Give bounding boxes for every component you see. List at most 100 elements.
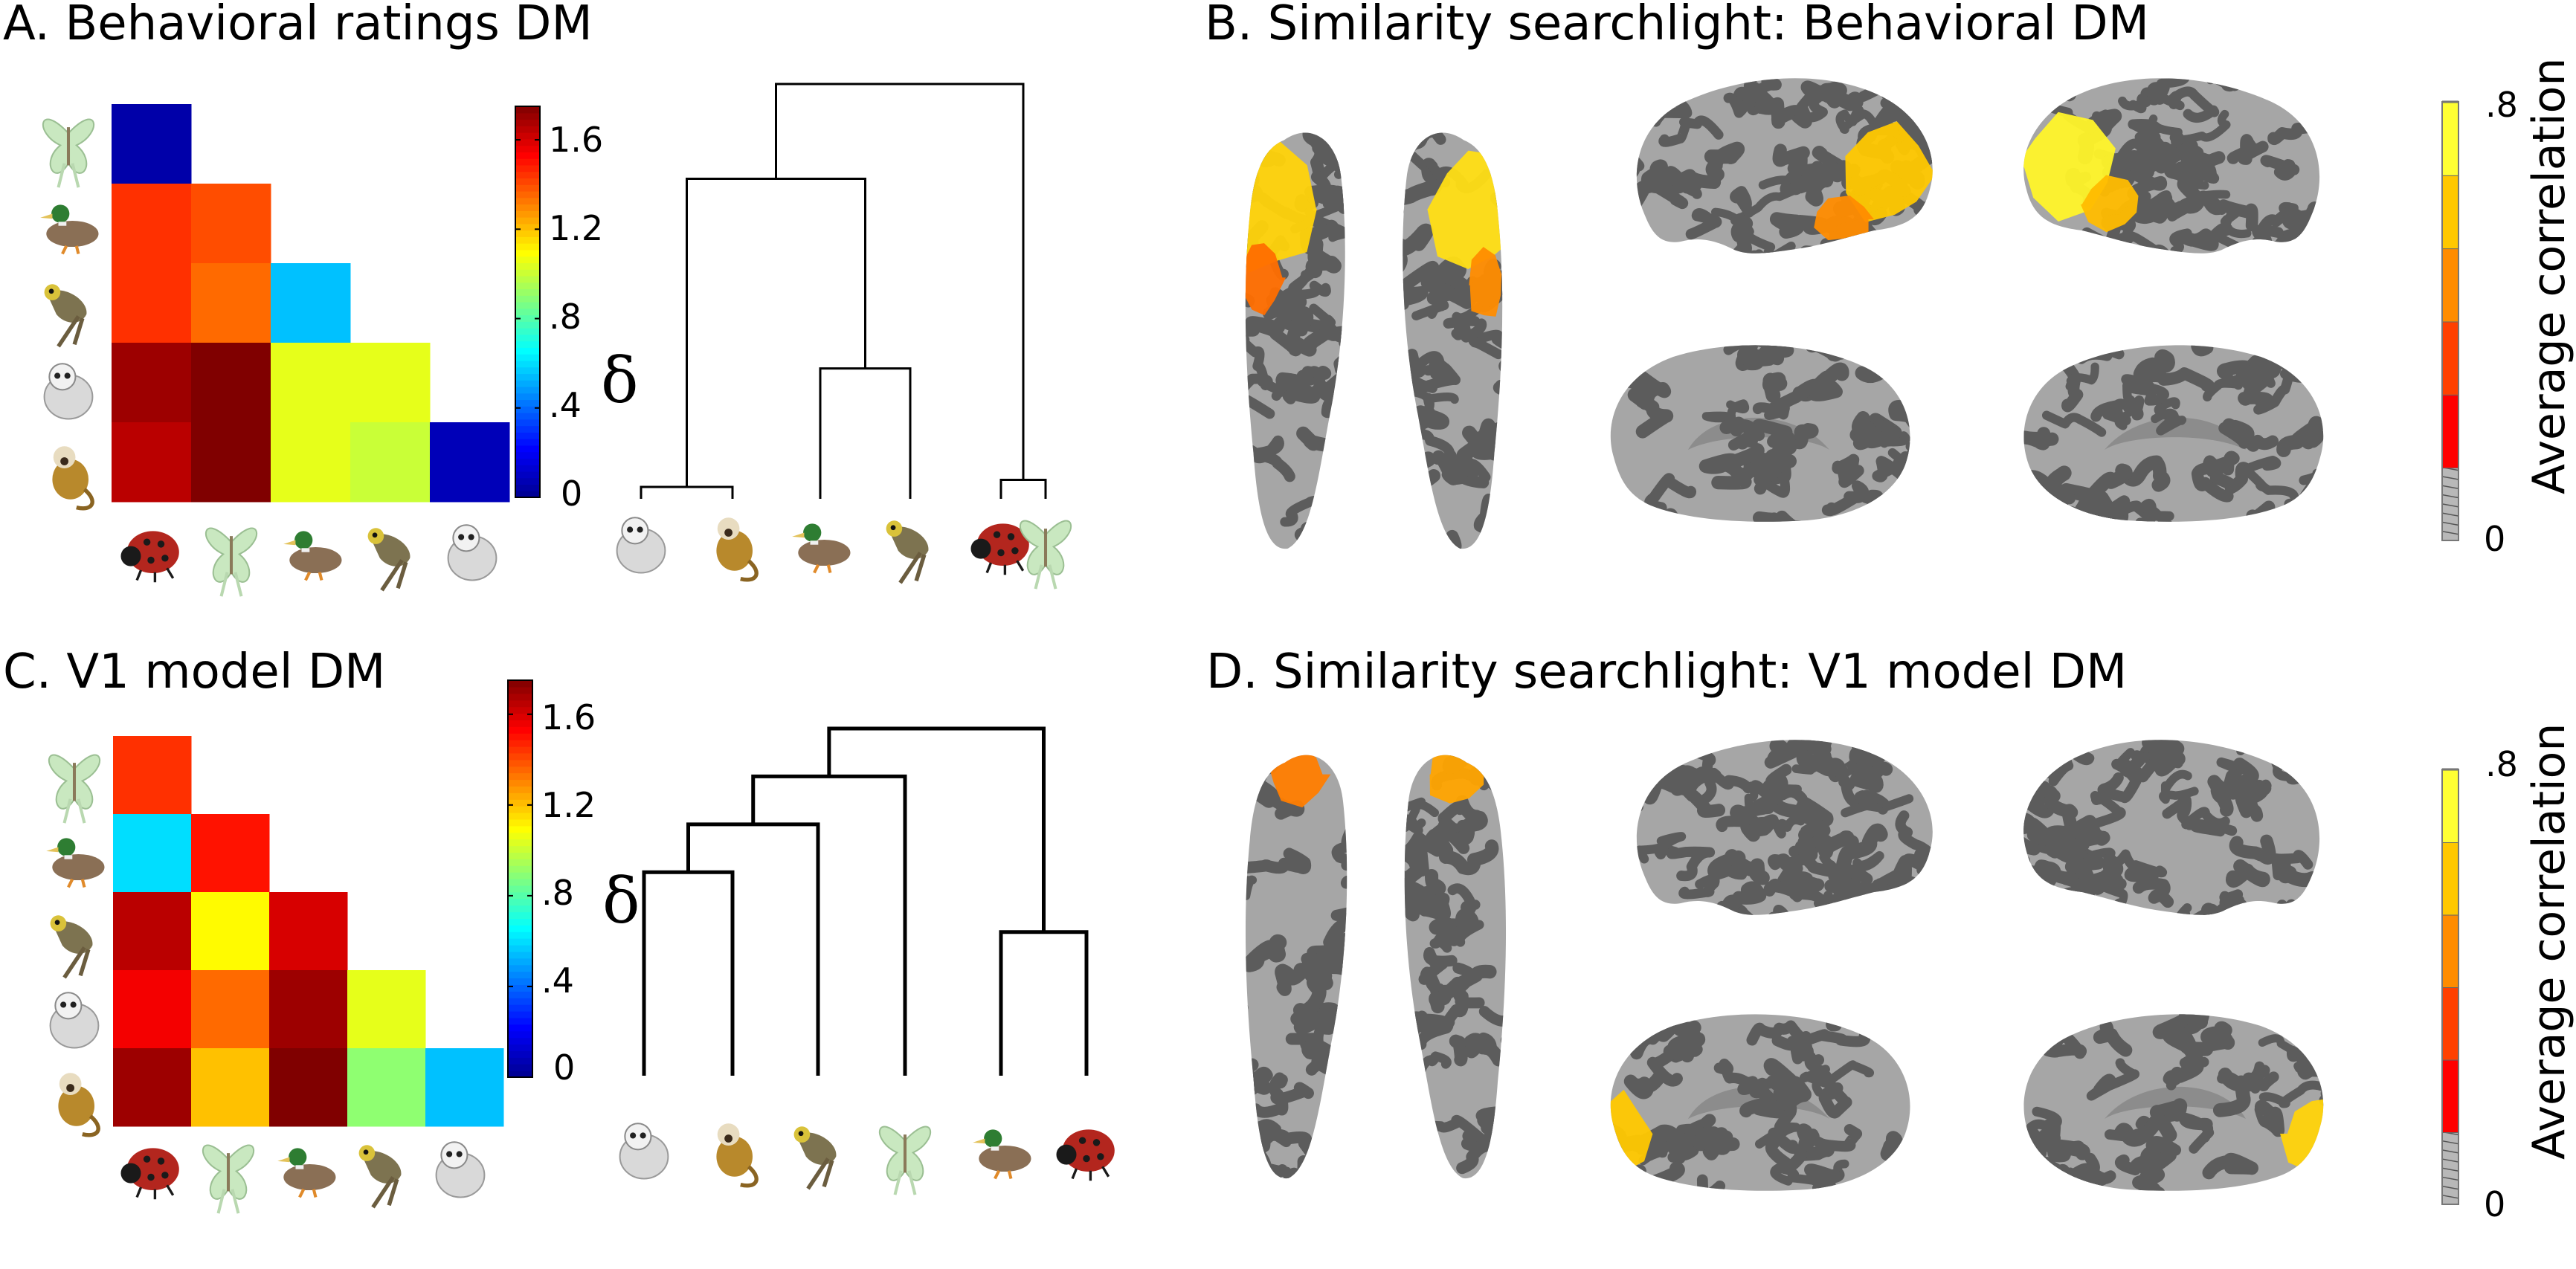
cbar-c-gradient-slice <box>508 925 532 932</box>
warbler-eye <box>54 920 60 926</box>
cbar-a-gradient-slice <box>515 256 540 263</box>
b-medial-left-sulcus-37 <box>1752 402 1790 421</box>
b-lateral-left-sulcus-26 <box>1817 82 1864 112</box>
d-ventral-right-sulcus-34 <box>1404 877 1429 916</box>
cbar-a-gradient-slice <box>515 360 540 368</box>
cbar-d-band-4 <box>2442 842 2459 915</box>
warbler-eye <box>363 1149 369 1155</box>
dendro-c-leaf-ladybug-icon <box>1056 1129 1115 1181</box>
duck-head <box>51 204 70 223</box>
cbar-a-gradient-slice <box>515 230 540 237</box>
ladybug-spot-3 <box>1097 1153 1104 1160</box>
duck-bill <box>792 532 805 538</box>
cbar-c-gradient-slice <box>508 740 532 747</box>
d-ventral-left-sulcus-26 <box>1275 952 1333 996</box>
d-lateral-left-sulcus-14 <box>1707 849 1770 885</box>
cbar-c-gradient-slice <box>508 945 532 952</box>
b-lateral-right-sulcus-47 <box>2101 139 2198 172</box>
cbar-c-gradient-slice <box>508 911 532 919</box>
b-medial-left-sulcus-30 <box>1750 453 1797 483</box>
matrix-c-col-ladybug-icon <box>120 1148 179 1200</box>
duck-body <box>979 1145 1031 1172</box>
cbar-c-gradient-slice <box>508 1071 532 1078</box>
d-lateral-left-sulcus-26 <box>1716 859 1748 880</box>
duck-neck-ring <box>64 855 73 859</box>
b-medial-left-sulcus-31 <box>1752 510 1806 522</box>
panel-a-delta-label: δ <box>601 344 639 417</box>
ladybug-spot-3 <box>161 1172 169 1179</box>
cbar-c-gradient-slice <box>508 958 532 966</box>
duck-bill <box>283 540 296 546</box>
duck-neck-ring <box>58 222 67 226</box>
d-lateral-left-sulcus-11 <box>1895 810 1933 863</box>
monkey-tail <box>82 1114 100 1137</box>
cbar-a-gradient-slice <box>515 471 540 479</box>
warbler-eye <box>890 525 896 531</box>
cbar-a-gradient-slice <box>515 386 540 394</box>
d-ventral-left-sulcus-13 <box>1331 824 1347 871</box>
matrix-a-cell-r4-c2 <box>271 422 351 503</box>
cbar-c-gradient-slice <box>508 1030 532 1039</box>
duck-bill <box>973 1138 985 1144</box>
d-ventral-right-sulcus-39 <box>1442 986 1485 1029</box>
d-medial-left-sulcus-19 <box>1790 1029 1870 1065</box>
d-medial-right-cluster <box>2280 1097 2324 1172</box>
matrix-c-cell-r3-c3 <box>347 970 426 1049</box>
d-ventral-right-sulcus-37 <box>1429 920 1484 953</box>
ladybug-spot-0 <box>143 1155 151 1163</box>
d-ventral-left-sulcus-28 <box>1250 777 1304 820</box>
b-medial-right-sulcus-23 <box>2139 499 2195 522</box>
duck-neck-ring <box>295 1165 304 1169</box>
cbar-c-gradient-slice <box>508 1017 532 1025</box>
b-lateral-left-sulcus-48 <box>1801 161 1839 207</box>
b-lateral-right-sulcus-59 <box>2168 161 2220 184</box>
cbar-d-hatch-2 <box>2441 1149 2459 1154</box>
d-lateral-right-sulcus-56 <box>2023 812 2041 856</box>
ladybug-shell <box>126 1148 179 1191</box>
d-lateral-right-sulcus-35 <box>2090 791 2126 828</box>
d-ventral-left-sulcus-3 <box>1293 1002 1347 1035</box>
duck-body <box>798 539 851 566</box>
d-lateral-right-sulcus-57 <box>2124 866 2174 908</box>
cbar-c-gradient-slice <box>508 872 532 879</box>
moth-tails <box>1034 564 1057 590</box>
d-medial-right-sulcus-26 <box>2132 1166 2165 1191</box>
d-lateral-left-sulcus-12 <box>1716 900 1800 915</box>
monkey-muzzle <box>724 1134 732 1143</box>
dendro-a-leaf-ladybug-icon <box>970 523 1029 575</box>
b-ventral-right-sulcus-29 <box>1411 297 1449 320</box>
cbar-c-gradient-slice <box>508 879 532 886</box>
d-lateral-left-sulcus-53 <box>1769 740 1817 758</box>
d-ventral-left-sulcus-22 <box>1301 1025 1344 1061</box>
d-ventral-left-sulcus-39 <box>1282 1167 1318 1179</box>
cbar-b-zero-band <box>2442 467 2459 540</box>
monkey-head <box>59 1073 82 1095</box>
cbar-a-gradient-slice <box>515 106 540 114</box>
d-ventral-right-sulcus-22 <box>1431 827 1470 856</box>
cbar-c-tick-4: 1.6 <box>541 697 596 737</box>
cbar-a-gradient-slice <box>515 275 540 283</box>
cbar-b-band-2 <box>2442 321 2459 395</box>
cbar-c-gradient-slice <box>508 752 532 761</box>
d-lateral-left-sulcus-44 <box>1655 771 1726 818</box>
b-lateral-right-sulcus-55 <box>2179 222 2233 251</box>
matrix-a-cell-r3-c3 <box>350 343 431 423</box>
cbar-c-gradient-slice <box>508 951 532 959</box>
d-lateral-left-sulcus-54 <box>1768 847 1825 900</box>
cbar-b-hatch-2 <box>2441 485 2459 489</box>
dendro-c-leaf-squirrel-monkey-icon <box>716 1123 759 1188</box>
duck-feet <box>304 571 323 581</box>
cbar-a-gradient-slice <box>515 197 540 205</box>
d-lateral-right-sulcus-58 <box>2087 853 2127 895</box>
cbar-a-gradient-slice <box>515 126 540 133</box>
d-lateral-right-sulcus-52 <box>2119 750 2181 783</box>
cbar-d-label: Average correlation <box>2523 723 2575 1160</box>
dendro-c-leaf-warbler-bird-icon <box>793 1126 837 1190</box>
d-medial-left-cluster <box>1610 1089 1653 1172</box>
ladybug-spot-3 <box>161 555 169 562</box>
panel-a-title: A. Behavioral ratings DM <box>3 0 593 51</box>
d-medial-right-sulcus-17 <box>2254 1100 2285 1137</box>
ladybug-spot-0 <box>993 531 1001 538</box>
